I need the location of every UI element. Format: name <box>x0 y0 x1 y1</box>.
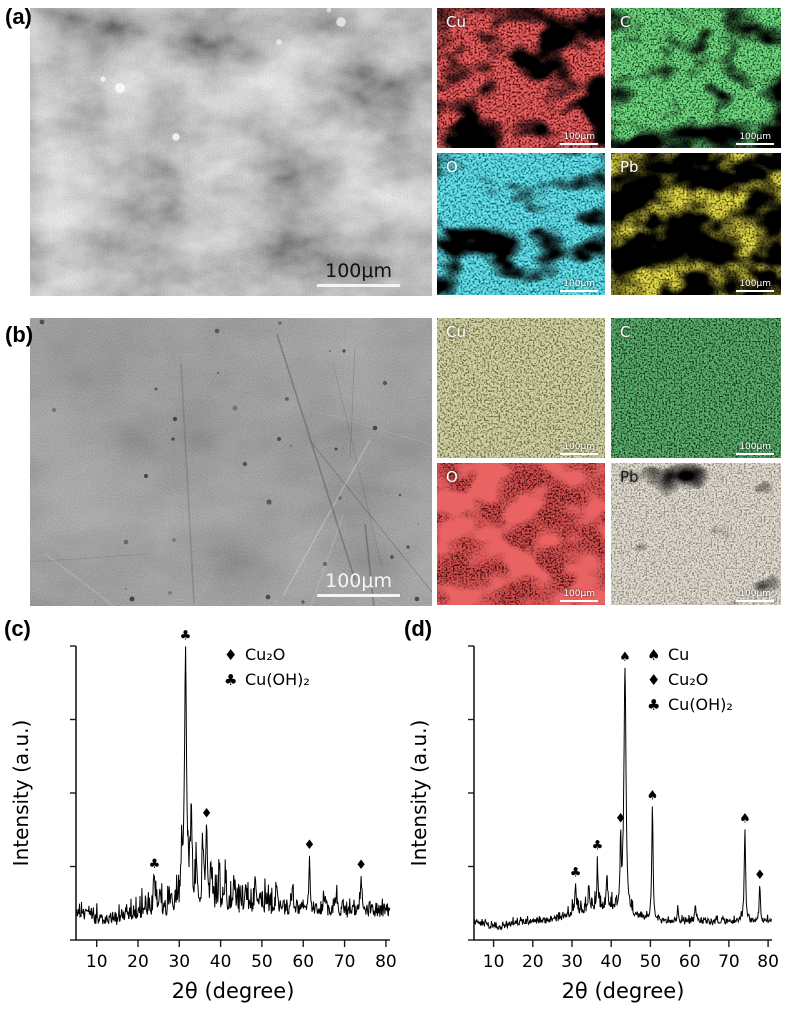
eds-map-a-o: O 100μm <box>437 153 605 295</box>
scale-bar-label: 100μm <box>560 132 598 145</box>
x-tick-label: 80 <box>757 952 779 972</box>
element-label: Pb <box>620 468 639 486</box>
eds-map-texture <box>437 463 605 605</box>
legend-marker: ♦ <box>647 671 660 689</box>
element-label: C <box>620 13 631 31</box>
sem-image-b: 100μm <box>30 318 432 606</box>
x-tick-label: 70 <box>334 952 356 972</box>
peak-marker: ♣ <box>180 630 192 643</box>
element-label: O <box>446 158 458 176</box>
scale-bar-label: 100μm <box>317 571 400 597</box>
axes <box>473 646 772 941</box>
eds-map-b-pb: Pb 100μm <box>611 463 781 605</box>
scale-bar-label: 100μm <box>560 279 598 292</box>
peak-marker: ♠ <box>619 650 631 665</box>
eds-map-texture <box>437 318 605 458</box>
scale-bar-label: 100μm <box>736 279 774 292</box>
x-tick-label: 70 <box>718 952 740 972</box>
x-tick-label: 30 <box>168 952 190 972</box>
xrd-plot-svg: 10 20 30 40 50 60 70 80 ♣ ♣ ♦ ♠ ♠ ♠ ♦ 2θ (degree) Intens… <box>407 645 779 1003</box>
eds-map-a-cu: Cu 100μm <box>437 8 605 148</box>
x-tick-label: 60 <box>292 952 314 972</box>
eds-map-texture <box>437 153 605 295</box>
element-label: O <box>446 468 458 486</box>
x-tick-label: 40 <box>600 952 622 972</box>
legend-marker: ♣ <box>647 696 660 714</box>
legend-marker: ♦ <box>224 646 237 664</box>
y-axis-label: Intensity (a.u.) <box>10 720 33 867</box>
peak-marker: ♣ <box>570 865 582 880</box>
x-tick-label: 20 <box>522 952 544 972</box>
peak-marker: ♣ <box>149 857 161 872</box>
sem-texture <box>30 8 432 296</box>
legend-label: Cu(OH)₂ <box>245 670 310 689</box>
element-label: C <box>620 323 631 341</box>
peak-marker: ♦ <box>304 838 316 853</box>
element-label: Cu <box>446 13 466 31</box>
element-label: Pb <box>620 158 639 176</box>
panel-b-label: (b) <box>5 322 34 347</box>
element-label: Cu <box>446 323 466 341</box>
xrd-plot-svg: 10 20 30 40 50 60 70 80 ♣ ♣ ♦ ♦ ♦ 2θ (degree) Intensit… <box>9 628 397 1003</box>
x-tick-label: 10 <box>86 952 108 972</box>
panel-a-label: (a) <box>5 4 32 29</box>
x-tick-label: 60 <box>679 952 701 972</box>
legend-label: Cu <box>668 645 689 664</box>
xrd-trace <box>75 646 391 925</box>
peak-marker: ♦ <box>615 812 627 827</box>
panel-c-label: (c) <box>4 616 31 641</box>
legend-label: Cu₂O <box>668 670 708 689</box>
scale-bar-label: 100μm <box>736 589 774 602</box>
scale-bar-label: 100μm <box>560 589 598 602</box>
eds-map-texture <box>611 153 781 295</box>
x-tick-label: 10 <box>483 952 505 972</box>
x-tick-label: 20 <box>127 952 149 972</box>
x-axis-label: 2θ (degree) <box>172 979 295 1003</box>
peak-marker: ♠ <box>647 789 659 804</box>
x-tick-label: 40 <box>210 952 232 972</box>
peak-marker: ♠ <box>739 811 751 826</box>
scale-bar-label: 100μm <box>736 132 774 145</box>
eds-map-a-pb: Pb 100μm <box>611 153 781 295</box>
eds-map-texture <box>611 318 781 458</box>
eds-map-texture <box>611 463 781 605</box>
xrd-chart-d: 10 20 30 40 50 60 70 80 ♣ ♣ ♦ ♠ ♠ ♠ ♦ 2θ (degree) Intens… <box>407 630 782 1010</box>
sem-texture <box>30 318 432 606</box>
xrd-chart-c: 10 20 30 40 50 60 70 80 ♣ ♣ ♦ ♦ ♦ 2θ (degree) Intensit… <box>9 628 400 1010</box>
xrd-trace <box>473 667 772 931</box>
y-axis-label: Intensity (a.u.) <box>408 720 431 867</box>
legend-marker: ♠ <box>647 646 660 664</box>
x-axis-label: 2θ (degree) <box>562 979 685 1003</box>
legend-label: Cu(OH)₂ <box>668 695 733 714</box>
x-tick-label: 30 <box>561 952 583 972</box>
peak-marker: ♣ <box>592 838 604 853</box>
legend-label: Cu₂O <box>245 645 285 664</box>
panel-d-label: (d) <box>404 616 433 641</box>
eds-map-a-c: C 100μm <box>611 8 781 148</box>
scale-bar-label: 100μm <box>560 442 598 455</box>
sem-image-a: 100μm <box>30 8 432 296</box>
peak-marker: ♦ <box>355 858 367 873</box>
x-tick-label: 50 <box>251 952 273 972</box>
eds-map-texture <box>437 8 605 148</box>
eds-map-b-c: C 100μm <box>611 318 781 458</box>
peak-marker: ♦ <box>754 868 766 883</box>
legend-marker: ♣ <box>224 671 237 689</box>
x-tick-label: 80 <box>375 952 397 972</box>
scale-bar-label: 100μm <box>736 442 774 455</box>
eds-map-b-cu: Cu 100μm <box>437 318 605 458</box>
x-tick-label: 50 <box>640 952 662 972</box>
eds-map-texture <box>611 8 781 148</box>
eds-map-b-o: O 100μm <box>437 463 605 605</box>
scale-bar-label: 100μm <box>317 261 400 287</box>
peak-marker: ♦ <box>201 807 213 822</box>
